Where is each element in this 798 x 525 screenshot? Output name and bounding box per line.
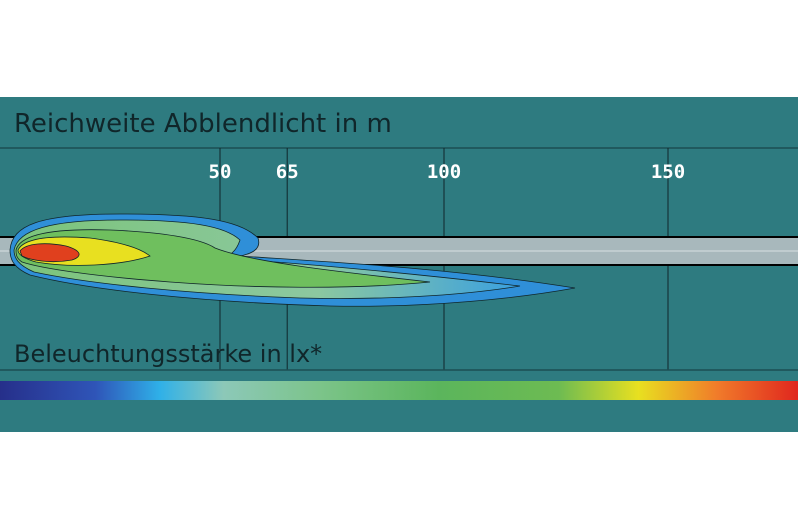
distance-label: 100 [427,161,461,183]
light-distribution [9,213,576,307]
distance-label: 50 [209,161,232,183]
scale-title: Beleuchtungsstärke in lx* [14,340,322,368]
distance-label: 150 [651,161,685,183]
color-scale [0,381,798,400]
title: Reichweite Abblendlicht in m [14,109,392,139]
distance-label: 65 [276,161,299,183]
